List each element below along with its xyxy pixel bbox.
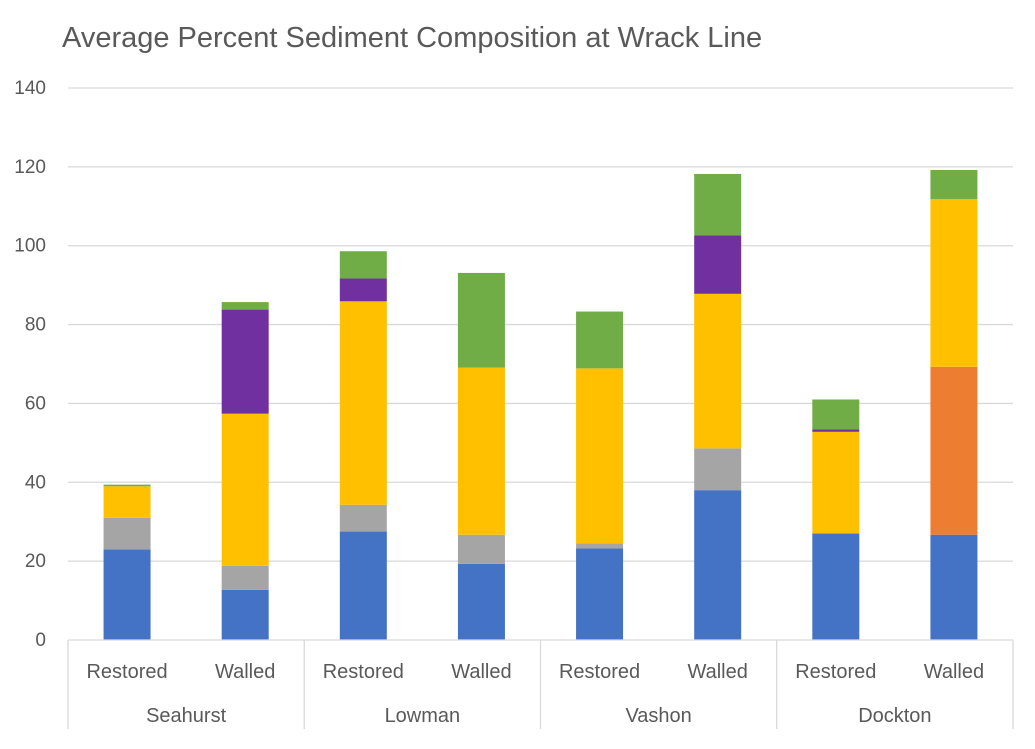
bar-segment [694,448,742,491]
y-tick-label: 40 [25,472,46,493]
bar-segment [694,235,742,294]
bar-segment [339,301,387,505]
bar-segment [457,563,505,640]
group-label: Lowman [385,705,461,727]
bar-segment [457,367,505,535]
y-tick-label: 80 [25,315,46,336]
bar-segment [930,534,978,640]
bar-segment [221,309,269,414]
bar-segment [339,278,387,302]
chart-title: Average Percent Sediment Composition at … [62,22,763,54]
bar-segment [576,548,624,640]
bar-segment [812,431,860,534]
x-tick-label: Restored [559,661,640,683]
bar-segment [812,429,860,432]
bar-segment [339,504,387,532]
y-tick-label: 0 [35,630,46,651]
bar-segment [576,311,624,369]
y-tick-label: 20 [25,551,46,572]
bar-segment [812,399,860,430]
bar-segment [103,486,151,518]
x-tick-label: Restored [795,661,876,683]
group-label: Dockton [858,705,931,727]
x-tick-label: Walled [687,661,747,683]
group-label: Vashon [625,705,691,727]
x-tick-label: Walled [451,661,511,683]
y-tick-label: 140 [14,78,46,99]
bar-segment [339,251,387,279]
x-tick-label: Walled [924,661,984,683]
y-tick-label: 60 [25,393,46,414]
bar-segment [576,543,624,549]
bar-segment [930,170,978,200]
bar-segment [221,302,269,310]
x-tick-label: Restored [323,661,404,683]
y-tick-label: 120 [14,157,46,178]
bar-segment [930,199,978,367]
bar-segment [457,272,505,368]
bar-segment [576,368,624,544]
bar-segment [221,413,269,566]
bar-segment [694,293,742,449]
bar-segment [694,173,742,236]
y-tick-label: 100 [14,236,46,257]
group-label: Seahurst [146,705,226,727]
bar-segment [457,534,505,564]
x-tick-label: Restored [86,661,167,683]
bar-segment [812,533,860,640]
bar-segment [221,565,269,590]
bar-segment [103,517,151,550]
x-tick-label: Walled [215,661,275,683]
bar-segment [103,549,151,640]
bar-segment [103,484,151,487]
bar-segment [339,531,387,640]
bar-segment [221,589,269,640]
bar-segment [694,490,742,640]
bar-segment [930,366,978,535]
